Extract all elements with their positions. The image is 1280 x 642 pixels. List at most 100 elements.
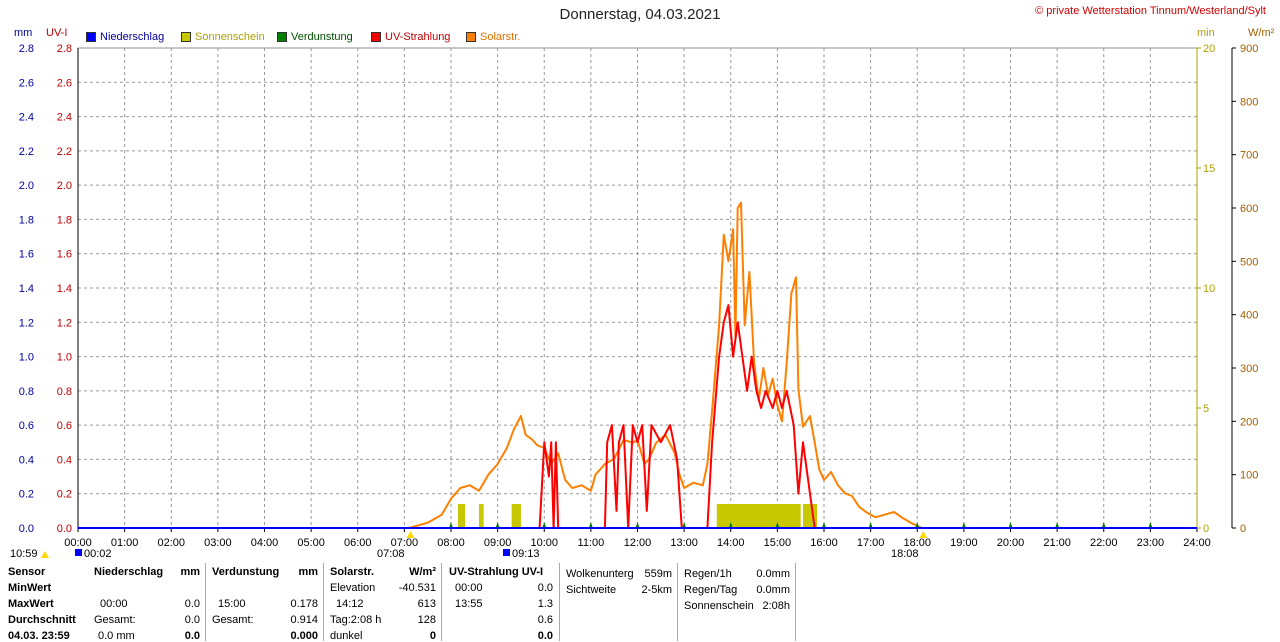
col-unit: W/m² bbox=[409, 566, 436, 578]
y-tick-label-uvi: 1.6 bbox=[57, 249, 72, 261]
divider bbox=[205, 563, 206, 641]
x-tick-label: 09:00 bbox=[484, 537, 512, 549]
cell: Gesamt: bbox=[212, 614, 254, 626]
x-tick-label: 24:00 bbox=[1183, 537, 1211, 549]
y-tick-label-uvi: 0.0 bbox=[57, 523, 72, 535]
cell: 0 bbox=[429, 630, 436, 642]
x-tick-label: 14:00 bbox=[717, 537, 745, 549]
y-tick-label-mm: 0.8 bbox=[19, 386, 34, 398]
cell: 2:08h bbox=[762, 600, 790, 612]
y-tick-label-uvi: 2.2 bbox=[57, 146, 72, 158]
marker-left-time2: 00:02 bbox=[84, 548, 112, 560]
cell: 559m bbox=[644, 568, 672, 580]
cell: Regen/1h bbox=[684, 568, 732, 580]
legend-niederschlag: Niederschlag bbox=[86, 31, 164, 43]
row-label: Sensor bbox=[8, 566, 46, 578]
legend-swatch bbox=[466, 32, 476, 42]
marker-sunset: 18:08 bbox=[891, 548, 919, 560]
col-header: Verdunstung bbox=[212, 566, 280, 578]
y-tick-label-min: 20 bbox=[1203, 43, 1215, 55]
y-tick-label-wm2: 400 bbox=[1240, 310, 1258, 322]
y-tick-label-uvi: 0.2 bbox=[57, 489, 72, 501]
y-tick-label-uvi: 0.8 bbox=[57, 386, 72, 398]
sunshine-bar bbox=[716, 504, 801, 528]
evaporation-marker bbox=[449, 522, 453, 528]
evaporation-marker bbox=[588, 522, 593, 528]
col-header: Niederschlag bbox=[94, 566, 164, 578]
y-tick-label-wm2: 900 bbox=[1240, 43, 1258, 55]
legend-swatch bbox=[277, 32, 287, 42]
y-tick-label-wm2: 600 bbox=[1240, 203, 1258, 215]
evaporation-marker bbox=[1055, 522, 1060, 528]
legend-uv: UV-Strahlung bbox=[371, 31, 450, 43]
cell: 0.0 bbox=[184, 614, 200, 626]
evaporation-marker bbox=[822, 522, 826, 528]
y-tick-label-wm2: 200 bbox=[1240, 416, 1258, 428]
x-tick-label: 19:00 bbox=[950, 537, 978, 549]
y-tick-label-mm: 1.4 bbox=[19, 283, 34, 295]
y-tick-label-mm: 1.6 bbox=[19, 249, 34, 261]
cell: 0.0 bbox=[537, 630, 553, 642]
divider bbox=[559, 563, 560, 641]
unit-min: min bbox=[1197, 27, 1215, 39]
cell: 0.6 bbox=[537, 614, 553, 626]
col-unit: mm bbox=[180, 566, 200, 578]
marker-sunrise: 07:08 bbox=[377, 548, 405, 560]
cell: Sonnenschein bbox=[684, 600, 754, 612]
rain-marker bbox=[503, 549, 510, 556]
x-tick-label: 05:00 bbox=[297, 537, 325, 549]
x-tick-label: 07:00 bbox=[391, 537, 419, 549]
legend-label: Sonnenschein bbox=[195, 31, 265, 43]
y-tick-label-mm: 2.6 bbox=[19, 77, 34, 89]
y-tick-label-uvi: 0.4 bbox=[57, 454, 72, 466]
sunshine-bar bbox=[511, 504, 521, 528]
sun-marker bbox=[406, 531, 415, 538]
evaporation-marker bbox=[775, 522, 780, 528]
row-label: 04.03. 23:59 bbox=[8, 630, 70, 642]
y-tick-label-mm: 0.6 bbox=[19, 420, 34, 432]
divider bbox=[441, 563, 442, 641]
y-tick-label-min: 15 bbox=[1203, 163, 1215, 175]
y-tick-label-mm: 1.2 bbox=[19, 317, 34, 329]
y-tick-label-uvi: 1.8 bbox=[57, 214, 72, 226]
unit-uvi: UV-I bbox=[46, 27, 68, 39]
evaporation-marker bbox=[1148, 522, 1153, 528]
y-tick-label-uvi: 1.0 bbox=[57, 352, 72, 364]
cell: 2-5km bbox=[641, 584, 672, 596]
cell: Sichtweite bbox=[566, 584, 617, 596]
cell: 0.000 bbox=[290, 630, 318, 642]
x-tick-label: 18:00 bbox=[903, 537, 931, 549]
unit-wm2: W/m² bbox=[1248, 27, 1275, 39]
legend-label: Niederschlag bbox=[100, 31, 165, 43]
col-header: UV-Strahlung UV-I bbox=[449, 566, 544, 578]
cell: 00:00 bbox=[455, 582, 483, 594]
evaporation-marker bbox=[868, 522, 873, 528]
y-tick-label-mm: 2.0 bbox=[19, 180, 34, 192]
cell: 0.0mm bbox=[756, 584, 790, 596]
cell: 15:00 bbox=[218, 598, 246, 610]
y-tick-label-uvi: 1.2 bbox=[57, 317, 72, 329]
y-tick-label-wm2: 0 bbox=[1240, 523, 1246, 535]
y-tick-label-wm2: 100 bbox=[1240, 470, 1258, 482]
marker-left-time: 10:59 bbox=[10, 548, 38, 560]
y-tick-label-mm: 0.0 bbox=[19, 523, 34, 535]
divider bbox=[677, 563, 678, 641]
y-tick-label-uvi: 2.6 bbox=[57, 77, 72, 89]
chart-title: Donnerstag, 04.03.2021 bbox=[559, 6, 721, 23]
cell: 613 bbox=[417, 598, 436, 610]
cell: 13:55 bbox=[455, 598, 483, 610]
y-tick-label-mm: 2.4 bbox=[19, 112, 34, 124]
y-tick-label-mm: 2.2 bbox=[19, 146, 34, 158]
chart-canvas: 00:00 01:00 02:00 03:00 04:00 05:00 06:00 07:00… bbox=[19, 43, 1258, 558]
evaporation-marker bbox=[961, 522, 966, 528]
x-tick-label: 11:00 bbox=[578, 537, 605, 549]
x-tick-label: 23:00 bbox=[1137, 537, 1165, 549]
legend-label: Verdunstung bbox=[291, 31, 353, 43]
cell: -40.531 bbox=[398, 582, 436, 594]
cell: 0.914 bbox=[290, 614, 318, 626]
unit-mm: mm bbox=[14, 27, 33, 39]
x-tick-label: 15:00 bbox=[764, 537, 792, 549]
evaporation-marker bbox=[1008, 522, 1013, 528]
col-header: Solarstr. bbox=[330, 566, 375, 578]
cell: Wolkenunterg bbox=[566, 568, 634, 580]
